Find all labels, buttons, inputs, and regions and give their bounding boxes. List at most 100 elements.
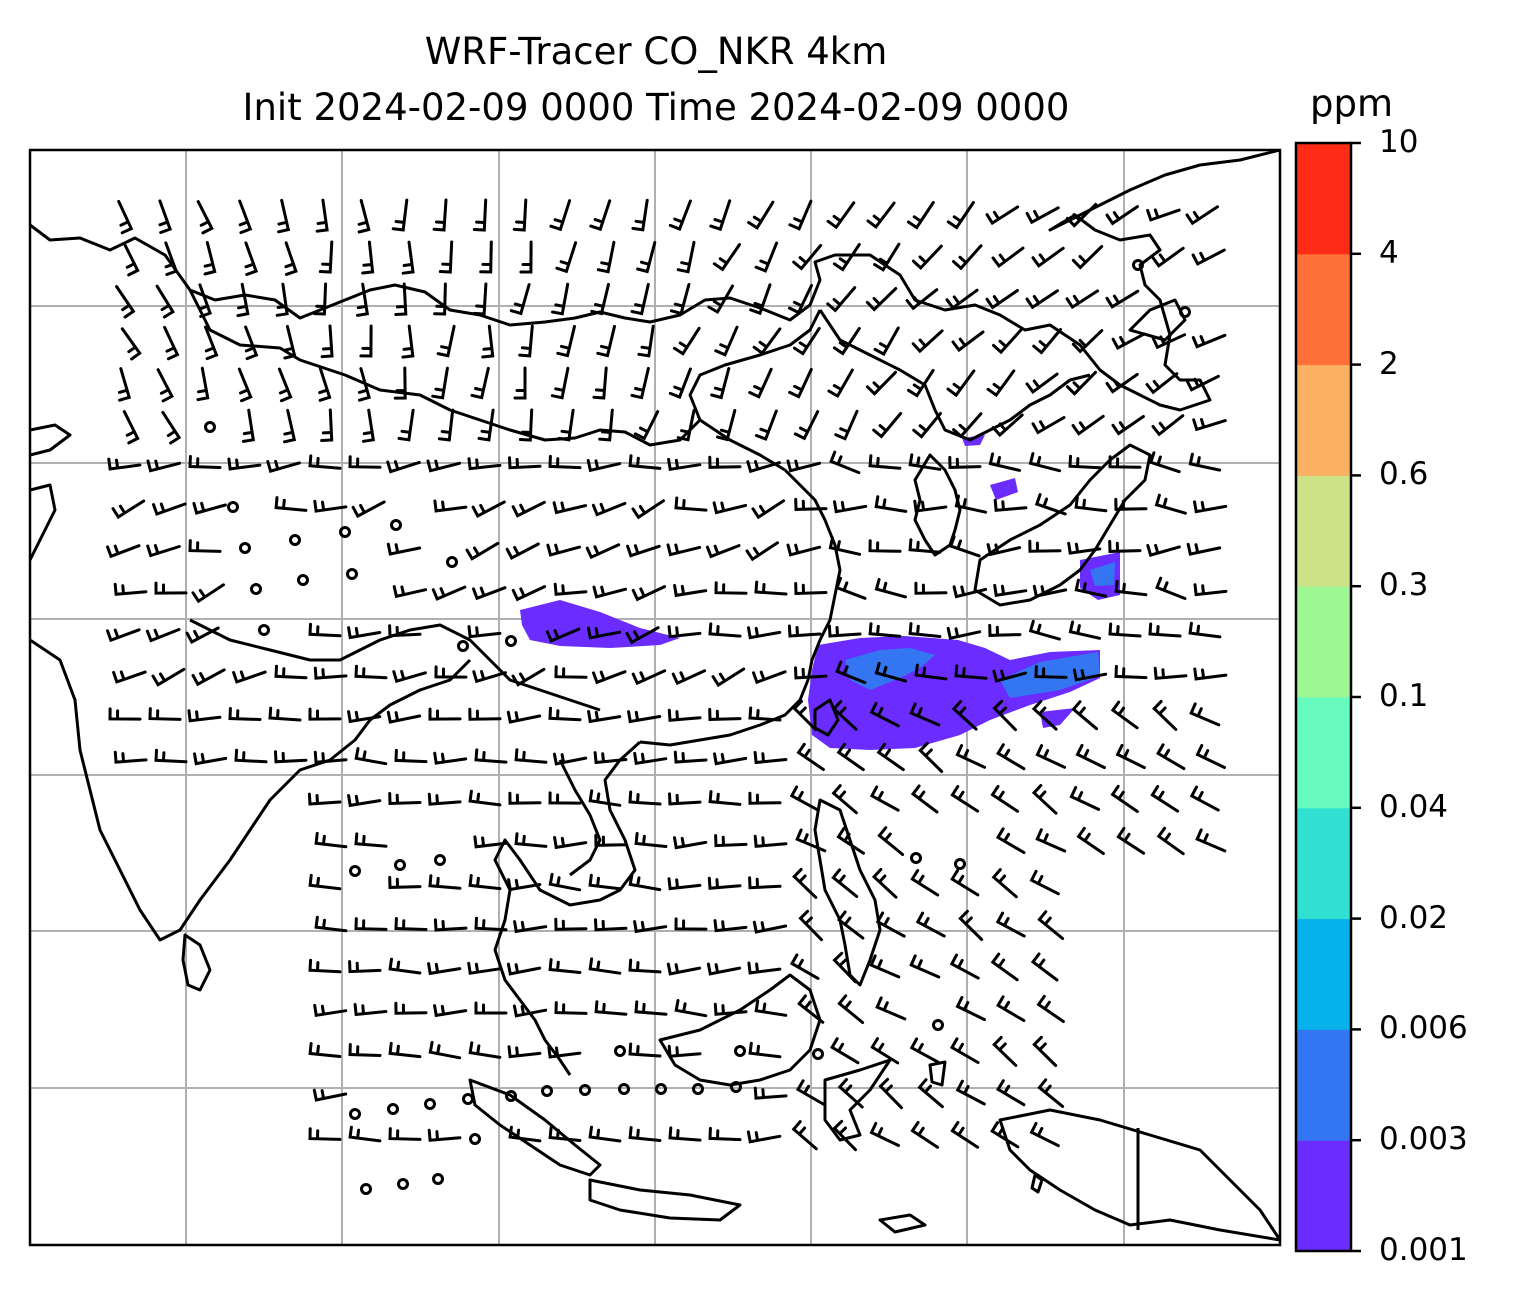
wind-barb — [1036, 994, 1065, 1023]
wind-barb — [992, 328, 1023, 355]
wind-barb — [792, 699, 818, 732]
wind-barb — [553, 582, 588, 596]
wind-barb — [990, 952, 1019, 982]
colorbar-unit-label: ppm — [1310, 82, 1394, 125]
wind-barb — [873, 242, 901, 272]
wind-barb — [913, 499, 948, 513]
wind-barb — [753, 834, 788, 848]
wind-barb — [154, 581, 188, 595]
wind-barb — [592, 366, 608, 400]
coastline-java — [588, 1178, 742, 1222]
wind-barb — [826, 201, 856, 230]
wind-barb — [711, 667, 746, 688]
coastline-srilanka — [181, 933, 212, 992]
coastline-timor — [878, 1213, 927, 1234]
coastlines — [30, 150, 1280, 1242]
wind-barb — [911, 329, 944, 354]
wind-barb — [995, 911, 1026, 938]
colorbar-tick-label: 0.02 — [1379, 899, 1449, 936]
wind-barb — [356, 282, 370, 317]
coastline-japan — [973, 443, 1152, 607]
wind-barb — [308, 1042, 342, 1058]
colorbar-tick-label: 0.1 — [1379, 678, 1429, 714]
wind-barb — [754, 241, 779, 273]
wind-barb — [1108, 455, 1142, 469]
wind-barb — [636, 241, 657, 274]
colorbar-tick-label: 0.001 — [1379, 1232, 1468, 1268]
wind-barb — [388, 875, 422, 889]
wind-barb — [546, 543, 581, 557]
calm-wind-marker — [204, 421, 216, 433]
wind-barb — [588, 873, 622, 891]
wind-barb — [513, 920, 548, 934]
wind-barb — [1148, 622, 1182, 638]
wind-barb — [628, 873, 662, 892]
calm-wind-marker — [397, 1178, 409, 1190]
wind-barb — [388, 624, 422, 638]
wind-barb — [667, 877, 702, 891]
wind-barb — [995, 827, 1026, 855]
wind-barb — [361, 408, 376, 443]
wind-barb — [868, 454, 902, 470]
wind-barb — [467, 625, 502, 639]
wind-barb — [752, 670, 787, 685]
wind-barb — [1191, 333, 1227, 349]
wind-barb — [1028, 619, 1061, 641]
colorbar-segment — [1296, 807, 1351, 920]
wind-barb — [1069, 786, 1101, 811]
wind-barb — [348, 455, 382, 469]
wind-barb — [554, 665, 588, 679]
wind-barb — [792, 867, 818, 899]
wind-barb — [673, 584, 708, 598]
wind-barb — [630, 282, 650, 316]
wind-barb — [748, 876, 782, 890]
wind-barb — [156, 368, 174, 403]
calm-wind-marker — [390, 519, 402, 531]
wind-barb — [1114, 664, 1148, 680]
wind-barb — [550, 366, 570, 400]
wind-barb — [869, 1122, 900, 1147]
wind-barb — [313, 1003, 348, 1018]
wind-barb — [794, 666, 828, 680]
wind-barb — [832, 243, 861, 272]
wind-barb — [988, 452, 1022, 472]
wind-barb — [752, 327, 782, 356]
wind-barb — [831, 868, 859, 898]
wind-barb — [996, 995, 1026, 1023]
calm-wind-marker — [618, 1083, 630, 1095]
wind-barb — [748, 791, 782, 805]
wind-barb — [837, 994, 865, 1024]
wind-barb — [667, 457, 702, 472]
calm-wind-marker — [1179, 306, 1191, 318]
wind-barb — [676, 240, 696, 274]
wind-barb — [1151, 333, 1187, 350]
wind-barb — [1150, 785, 1180, 813]
wind-barb — [671, 669, 707, 686]
wind-barb — [1025, 372, 1059, 394]
wind-barb — [990, 784, 1019, 813]
wind-barb — [274, 750, 308, 764]
wind-barb — [1189, 785, 1220, 812]
wind-barb — [155, 284, 175, 319]
wind-barb — [433, 918, 468, 932]
wind-barb — [667, 1044, 702, 1058]
calm-wind-marker — [432, 1173, 444, 1185]
wind-barb — [917, 1078, 944, 1109]
wind-barb — [314, 831, 348, 849]
wind-barb — [588, 789, 622, 807]
wind-barb — [991, 868, 1018, 899]
wind-barb — [996, 1079, 1026, 1107]
wind-barb — [587, 710, 622, 724]
wind-barb — [832, 951, 857, 984]
wind-barb — [835, 660, 867, 685]
wind-barb — [590, 282, 610, 316]
wind-barb — [241, 408, 256, 443]
calm-wind-marker — [239, 542, 251, 554]
wind-barb — [1031, 700, 1058, 731]
wind-barb — [161, 410, 182, 445]
wind-barb — [392, 585, 428, 599]
wind-barb — [432, 198, 448, 232]
wind-barb — [992, 1035, 1018, 1067]
wind-barb — [1152, 699, 1178, 731]
wind-barb — [674, 999, 708, 1018]
